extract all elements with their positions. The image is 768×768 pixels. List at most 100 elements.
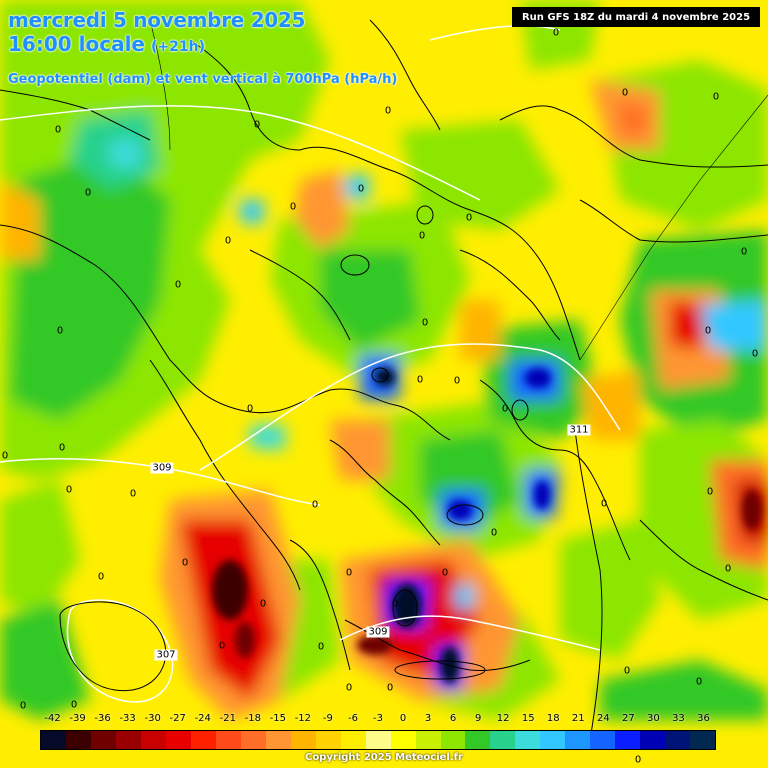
colorbar-tick-label: -27: [169, 713, 186, 724]
zero-label: 0: [224, 235, 232, 247]
colorbar-swatch: [115, 731, 141, 749]
forecast-date: mercredi 5 novembre 2025: [8, 8, 306, 32]
colorbar-swatch: [440, 731, 466, 749]
colorbar-swatch: [540, 731, 566, 749]
field-shading: [0, 0, 768, 720]
zero-label: 0: [317, 641, 325, 653]
colorbar-swatch: [565, 731, 591, 749]
colorbar-swatch: [640, 731, 666, 749]
zero-label: 0: [621, 87, 629, 99]
colorbar-swatch: [515, 731, 541, 749]
zero-label: 0: [740, 246, 748, 258]
colorbar-tick-label: -6: [347, 713, 358, 724]
colorbar-swatch: [65, 731, 91, 749]
zero-label: 0: [174, 279, 182, 291]
zero-label: 0: [418, 230, 426, 242]
colorbar-swatch: [90, 731, 116, 749]
zero-label: 0: [751, 348, 759, 360]
zero-label: 0: [465, 212, 473, 224]
contour-label-307: 307: [154, 649, 178, 661]
zero-label: 0: [712, 91, 720, 103]
colorbar-legend: [40, 730, 716, 750]
colorbar-tick-label: 21: [571, 713, 585, 724]
geopotential-thin-contour: [59, 601, 167, 692]
colorbar-swatch: [465, 731, 491, 749]
zero-label: 0: [65, 484, 73, 496]
zero-label: 0: [384, 105, 392, 117]
colorbar-tick-label: -39: [69, 713, 86, 724]
colorbar-tick-label: 9: [474, 713, 482, 724]
colorbar-tick-label: -33: [119, 713, 136, 724]
zero-label: 0: [416, 374, 424, 386]
colorbar-swatch: [165, 731, 191, 749]
forecast-offset: (+21h): [151, 39, 205, 55]
colorbar-tick-label: 15: [521, 713, 535, 724]
zero-label: 0: [453, 375, 461, 387]
zero-label: 0: [311, 499, 319, 511]
colorbar-tick-label: 30: [647, 713, 660, 724]
forecast-time: 16:00 locale (+21h): [8, 32, 205, 56]
zero-label: 0: [706, 486, 714, 498]
colorbar-tick-label: 24: [596, 713, 610, 724]
zero-label: 0: [600, 498, 608, 510]
zero-label: 0: [391, 598, 399, 610]
colorbar-tick-label: -42: [44, 713, 61, 724]
colorbar-tick-label: -15: [269, 713, 287, 724]
contour-label-311: 311: [567, 424, 591, 436]
colorbar-tick-label: -9: [322, 713, 333, 724]
zero-label: 0: [345, 567, 353, 579]
contour-label-309-south: 309: [366, 626, 390, 638]
zero-label: 0: [421, 317, 429, 329]
zero-label: 0: [1, 450, 9, 462]
grid-lines: [149, 19, 768, 361]
colorbar-swatch: [665, 731, 691, 749]
zero-label: 0: [246, 403, 254, 415]
colorbar-swatch: [415, 731, 441, 749]
zero-label: 0: [259, 598, 267, 610]
zero-label: 0: [19, 700, 27, 712]
colorbar-swatch: [490, 731, 516, 749]
zero-label: 0: [490, 527, 498, 539]
zero-label: 0: [58, 442, 66, 454]
colorbar-swatch: [265, 731, 291, 749]
colorbar-tick-labels: -42 -39 -36 -33 -30 -27 -24 -21 -18 -15 -12 -9 -6 -3 0…: [40, 713, 716, 727]
zero-label: 0: [97, 571, 105, 583]
colorbar-tick-label: 0: [399, 713, 407, 724]
zero-label: 0: [129, 488, 137, 500]
colorbar-swatch: [340, 731, 366, 749]
zero-label: 0: [695, 676, 703, 688]
zero-label: 0: [441, 567, 449, 579]
contour-label-309-west: 309: [150, 462, 174, 474]
zero-label: 0: [501, 403, 509, 415]
colorbar-swatch: [140, 731, 166, 749]
copyright-notice: Copyright 2025 Meteociel.fr: [305, 752, 463, 763]
zero-label: 0: [56, 325, 64, 337]
colorbar-tick-label: 33: [672, 713, 685, 724]
colorbar-swatch: [290, 731, 316, 749]
zero-label: 0: [181, 557, 189, 569]
colorbar-tick-label: -3: [373, 713, 383, 724]
colorbar-tick-label: 36: [697, 713, 710, 724]
zero-label: 0: [289, 201, 297, 213]
zero-label: 0: [253, 119, 261, 131]
coastlines: [0, 19, 768, 741]
run-info-box: Run GFS 18Z du mardi 4 novembre 2025: [512, 7, 760, 27]
colorbar-tick-label: -12: [294, 713, 312, 724]
zero-label: 0: [357, 183, 365, 195]
zero-label: 0: [345, 682, 353, 694]
colorbar-swatch: [615, 731, 641, 749]
colorbar-swatch: [365, 731, 391, 749]
colorbar-tick-label: -21: [219, 713, 236, 724]
zero-label: 0: [623, 665, 631, 677]
colorbar-tick-label: -30: [144, 713, 161, 724]
variable-description: Geopotentiel (dam) et vent vertical à 70…: [8, 72, 398, 87]
colorbar-swatch: [215, 731, 241, 749]
zero-label: 0: [54, 124, 62, 136]
colorbar-tick-label: 27: [621, 713, 635, 724]
colorbar-swatch: [390, 731, 416, 749]
zero-label: 0: [84, 187, 92, 199]
geopotential-contours: [0, 25, 621, 703]
zero-label: 0: [218, 640, 226, 652]
colorbar-tick-label: 12: [496, 713, 510, 724]
